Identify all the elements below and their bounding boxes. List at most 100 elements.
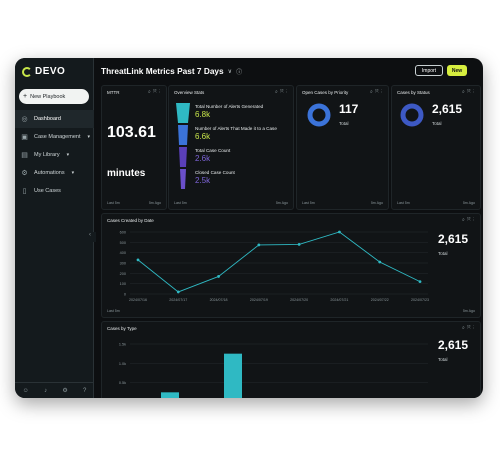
sidebar-item-label: Dashboard: [34, 116, 61, 122]
user-icon[interactable]: ☺: [22, 387, 29, 394]
new-button[interactable]: New: [447, 65, 467, 76]
overview-label: Total Case Count: [195, 148, 231, 153]
x-tick-label: 2024/07/22: [371, 298, 389, 302]
info-icon[interactable]: ⓘ: [236, 69, 243, 76]
card-footer: Last 5m 5m Ago: [107, 201, 161, 205]
type-total-label: Total: [438, 357, 448, 362]
status-donut: [400, 103, 424, 127]
card-tools[interactable]: ⌕⤧⫶: [461, 89, 476, 95]
time-ago: 5m Ago: [370, 201, 383, 205]
sidebar-nav: ◎ Dashboard ▣ Case Management ▾ ▤ My Lib…: [15, 110, 94, 200]
created-total-label: Total: [438, 251, 448, 256]
funnel-segment-1: [176, 103, 190, 123]
import-button[interactable]: Import: [415, 65, 443, 76]
app-window: DEVO + New Playbook ◎ Dashboard ▣ Case M…: [15, 58, 483, 398]
card-footer: Last 5m 5m Ago: [174, 201, 288, 205]
card-footer: Last 5m 5m Ago: [107, 309, 475, 313]
overview-funnel: [176, 103, 190, 189]
devo-logo-icon: [22, 66, 32, 77]
mttr-unit: minutes: [107, 168, 146, 179]
card-title: Cases Created by Date: [107, 218, 154, 223]
x-tick-label: 2024/07/23: [411, 298, 429, 302]
y-tick-label: 300: [120, 262, 126, 266]
priority-donut: [307, 103, 331, 127]
header: ThreatLink Metrics Past 7 Days ∨ ⓘ Impor…: [95, 58, 483, 82]
card-tools[interactable]: ⌕⤧⫶: [461, 325, 476, 331]
library-icon: ▤: [21, 151, 28, 159]
document-icon: ▯: [22, 187, 27, 195]
overview-row: Closed Case Count 2.5k: [195, 170, 235, 185]
sidebar-item-dashboard[interactable]: ◎ Dashboard: [15, 110, 94, 128]
bar: [224, 353, 242, 398]
gear-icon: ⚙: [21, 169, 28, 177]
last-updated: Last 5m: [107, 201, 120, 205]
time-ago: 5m Ago: [148, 201, 161, 205]
funnel-segment-2: [178, 125, 188, 145]
card-tools[interactable]: ⌕⤧⫶: [147, 89, 162, 95]
sidebar-item-label: My Library: [34, 152, 60, 158]
page-title: ThreatLink Metrics Past 7 Days ∨ ⓘ: [101, 66, 242, 76]
x-tick-label: 2024/07/21: [330, 298, 348, 302]
plus-icon: +: [23, 93, 28, 100]
status-total-value: 2,615: [432, 102, 463, 116]
x-tick-label: 2024/07/18: [210, 298, 228, 302]
card-tools[interactable]: ⌕⤧⫶: [274, 89, 289, 95]
settings-icon[interactable]: ⚙: [62, 388, 68, 394]
y-tick-label: 500: [120, 241, 126, 245]
help-icon[interactable]: ?: [83, 387, 87, 394]
devo-logo[interactable]: DEVO: [22, 66, 65, 77]
priority-total-label: Total: [339, 121, 349, 126]
cases-created-card: Cases Created by Date ⌕⤧⫶ 0 100 200 300 400 5…: [101, 213, 481, 318]
chevron-down-icon: ▾: [71, 170, 75, 176]
cases-created-line-chart: 0 100 200 300 400 500 600 2024/07/16 2024/07/17 2…: [120, 231, 429, 303]
data-point: [217, 275, 220, 278]
y-tick-label: 400: [120, 251, 126, 255]
last-updated: Last 5m: [174, 201, 187, 205]
card-tools[interactable]: ⌕⤧⫶: [461, 217, 476, 223]
overview-value: 2.5k: [195, 176, 211, 185]
series-line: [137, 231, 421, 293]
chevron-down-icon: ▾: [66, 152, 70, 158]
sidebar-item-my-library[interactable]: ▤ My Library ▾: [15, 146, 94, 164]
last-updated: Last 5m: [397, 201, 410, 205]
funnel-segment-3: [179, 147, 187, 167]
overview-card: Overview Stats ⌕⤧⫶ Total Number of Alert…: [168, 85, 294, 210]
mttr-value: 103.61: [107, 124, 156, 141]
overview-label: Closed Case Count: [195, 170, 235, 175]
time-ago: 5m Ago: [462, 309, 475, 313]
status-card: Cases by Status ⌕⤧⫶ 2,615 Total Last 5m 5…: [391, 85, 481, 210]
chevron-down-icon[interactable]: ∨: [227, 68, 233, 75]
priority-card: Open Cases by Priority ⌕⤧⫶ 117 Total Las…: [296, 85, 389, 210]
data-point: [176, 290, 180, 294]
y-tick-label: 0.5k: [119, 381, 126, 385]
funnel-segment-4: [180, 169, 186, 189]
data-point: [418, 280, 422, 283]
overview-row: Total Case Count 2.6k: [195, 148, 230, 163]
created-total-value: 2,615: [438, 232, 469, 246]
overview-value: 6.6k: [195, 132, 211, 141]
data-point: [378, 260, 382, 264]
data-point: [257, 243, 261, 247]
cases-by-type-card: Cases by Type ⌕⤧⫶ 1.5k 1.0k 0.5k 2,615 Tot…: [101, 321, 481, 398]
sidebar-item-case-management[interactable]: ▣ Case Management ▾: [15, 128, 94, 146]
bell-icon[interactable]: ♪: [44, 387, 48, 394]
new-playbook-button[interactable]: + New Playbook: [19, 89, 89, 104]
sidebar-item-use-cases[interactable]: ▯ Use Cases: [15, 182, 94, 200]
card-tools[interactable]: ⌕⤧⫶: [369, 89, 384, 95]
time-ago: 5m Ago: [275, 201, 288, 205]
bar: [161, 392, 179, 398]
chevron-down-icon: ▾: [87, 134, 90, 140]
sidebar-item-automations[interactable]: ⚙ Automations ▾: [15, 164, 94, 182]
y-tick-label: 1.0k: [119, 362, 126, 366]
y-tick-label: 1.5k: [119, 343, 126, 347]
x-tick-label: 2024/07/17: [169, 298, 187, 302]
x-tick-label: 2024/07/19: [250, 298, 268, 302]
sidebar-item-label: Automations: [34, 170, 65, 176]
card-footer: Last 5m 5m Ago: [302, 201, 383, 205]
collapse-sidebar-icon[interactable]: ‹: [89, 232, 96, 242]
dashboard-icon: ◎: [21, 115, 28, 123]
y-tick-label: 0: [124, 293, 126, 297]
sidebar-footer: ☺ ♪ ⚙ ?: [15, 382, 94, 398]
card-title: MTTR: [107, 90, 120, 95]
card-title: Cases by Type: [107, 326, 137, 331]
